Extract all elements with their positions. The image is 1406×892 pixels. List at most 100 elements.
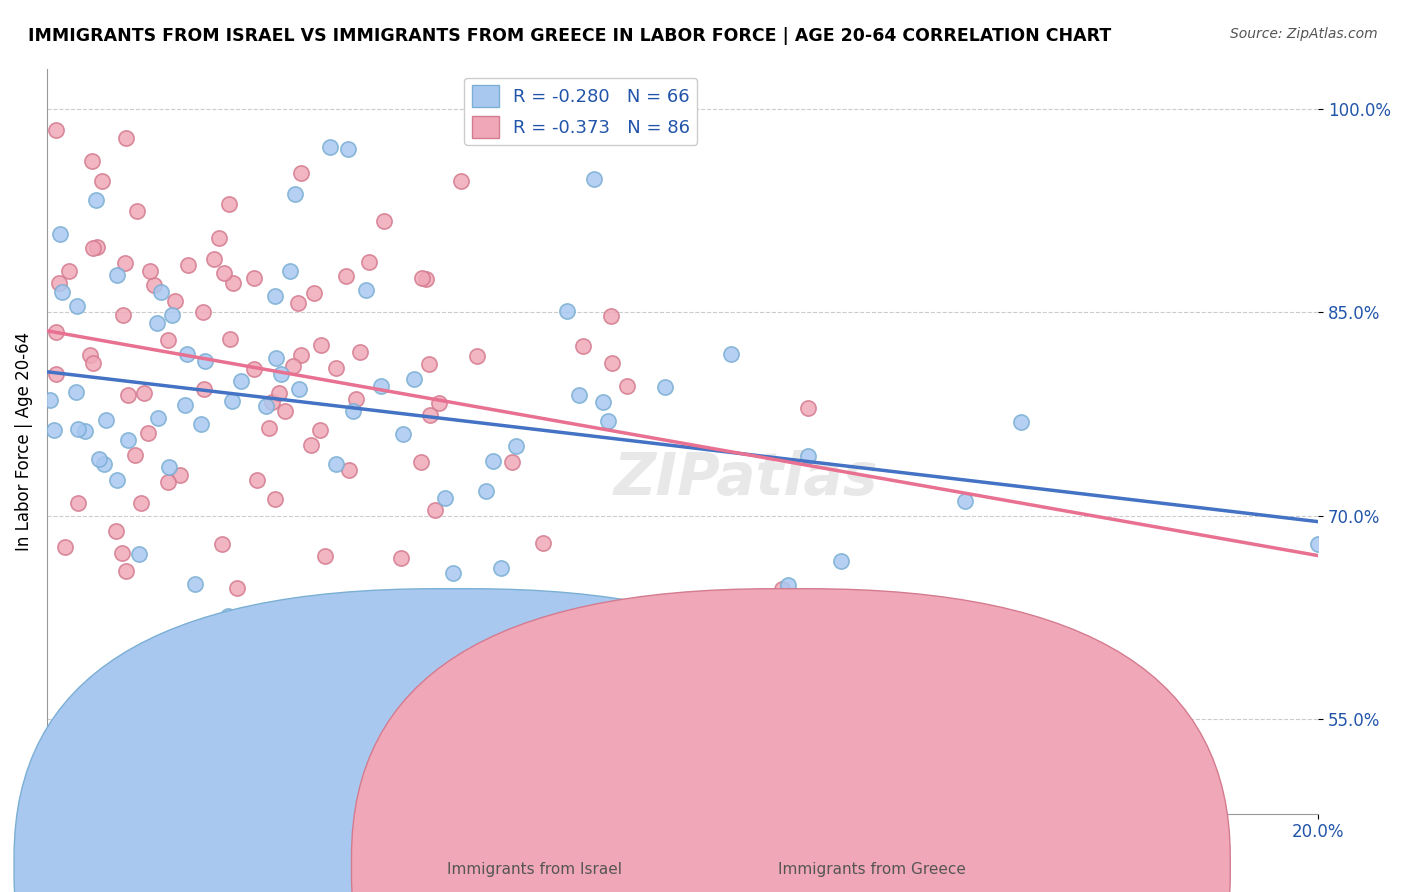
Point (243, 362, 266, 376)
Point (770, 582, 793, 596)
Point (264, 491, 287, 506)
Point (48, 276, 70, 290)
Point (319, 140, 342, 154)
Point (217, 608, 239, 623)
Point (568, 388, 591, 402)
Point (160, 308, 183, 322)
Point (90, 174, 112, 188)
Point (157, 459, 180, 474)
Point (600, 355, 623, 369)
Point (654, 380, 676, 394)
Point (579, 620, 602, 634)
Y-axis label: In Labor Force | Age 20-64: In Labor Force | Age 20-64 (15, 332, 32, 550)
Point (193, 305, 215, 319)
Point (156, 333, 179, 347)
Point (169, 468, 191, 483)
Point (267, 386, 290, 401)
Point (229, 374, 252, 388)
Point (115, 131, 138, 145)
Point (616, 379, 638, 393)
Point (134, 386, 156, 401)
Point (501, 455, 523, 469)
Point (145, 316, 167, 330)
Point (337, 462, 360, 476)
Point (392, 427, 415, 442)
Point (184, 577, 207, 591)
Point (243, 270, 266, 285)
Point (117, 433, 139, 447)
Point (299, 438, 322, 452)
Point (505, 439, 527, 453)
Text: IMMIGRANTS FROM ISRAEL VS IMMIGRANTS FROM GREECE IN LABOR FORCE | AGE 20-64 CORR: IMMIGRANTS FROM ISRAEL VS IMMIGRANTS FRO… (28, 27, 1111, 45)
Point (211, 537, 233, 551)
Point (124, 448, 146, 462)
Point (45, 325, 67, 339)
Point (114, 256, 136, 270)
Point (337, 142, 360, 156)
Point (419, 408, 441, 422)
Point (218, 197, 240, 211)
Point (479, 609, 502, 624)
Point (354, 283, 377, 297)
Point (246, 473, 269, 487)
Point (176, 347, 198, 361)
Point (482, 454, 505, 468)
Point (221, 394, 243, 409)
Point (128, 547, 150, 561)
Point (284, 187, 307, 202)
Point (111, 309, 134, 323)
Point (190, 417, 212, 431)
Point (425, 503, 447, 517)
Point (370, 379, 392, 393)
Point (953, 493, 976, 508)
Point (309, 338, 332, 352)
Point (582, 172, 605, 186)
Point (115, 564, 138, 578)
Legend: R = -0.280   N = 66, R = -0.373   N = 86: R = -0.280 N = 66, R = -0.373 N = 86 (464, 78, 697, 145)
Point (53, 541, 76, 555)
Point (45, 123, 67, 137)
Point (415, 271, 437, 285)
Point (427, 396, 450, 410)
Point (65, 385, 87, 400)
Point (349, 345, 371, 359)
Point (127, 203, 149, 218)
Point (411, 271, 433, 285)
Point (409, 455, 432, 469)
Point (51, 285, 73, 300)
Point (86, 239, 108, 253)
Point (149, 285, 172, 300)
Point (87, 451, 110, 466)
Point (45, 367, 67, 381)
Point (79, 348, 101, 362)
Point (173, 398, 195, 412)
Point (80, 153, 103, 168)
Point (465, 350, 488, 364)
Point (138, 264, 160, 278)
Point (373, 214, 395, 228)
Point (434, 491, 457, 505)
Point (93, 457, 115, 471)
Point (475, 484, 498, 499)
Text: ZIPatlas: ZIPatlas (614, 450, 879, 507)
Point (111, 546, 134, 560)
Point (531, 535, 554, 549)
Point (94, 413, 117, 427)
Point (82, 356, 104, 370)
Point (193, 382, 215, 396)
Point (325, 360, 347, 375)
Point (290, 348, 312, 362)
Point (257, 420, 280, 434)
Point (489, 561, 512, 575)
Point (194, 354, 217, 368)
Point (796, 449, 818, 463)
Point (776, 578, 799, 592)
Point (58, 264, 80, 278)
Point (163, 294, 186, 309)
Text: Immigrants from Israel: Immigrants from Israel (447, 863, 621, 877)
Point (328, 605, 350, 619)
Point (290, 166, 312, 180)
Point (222, 276, 245, 290)
Point (75, 424, 97, 438)
Point (278, 264, 301, 278)
